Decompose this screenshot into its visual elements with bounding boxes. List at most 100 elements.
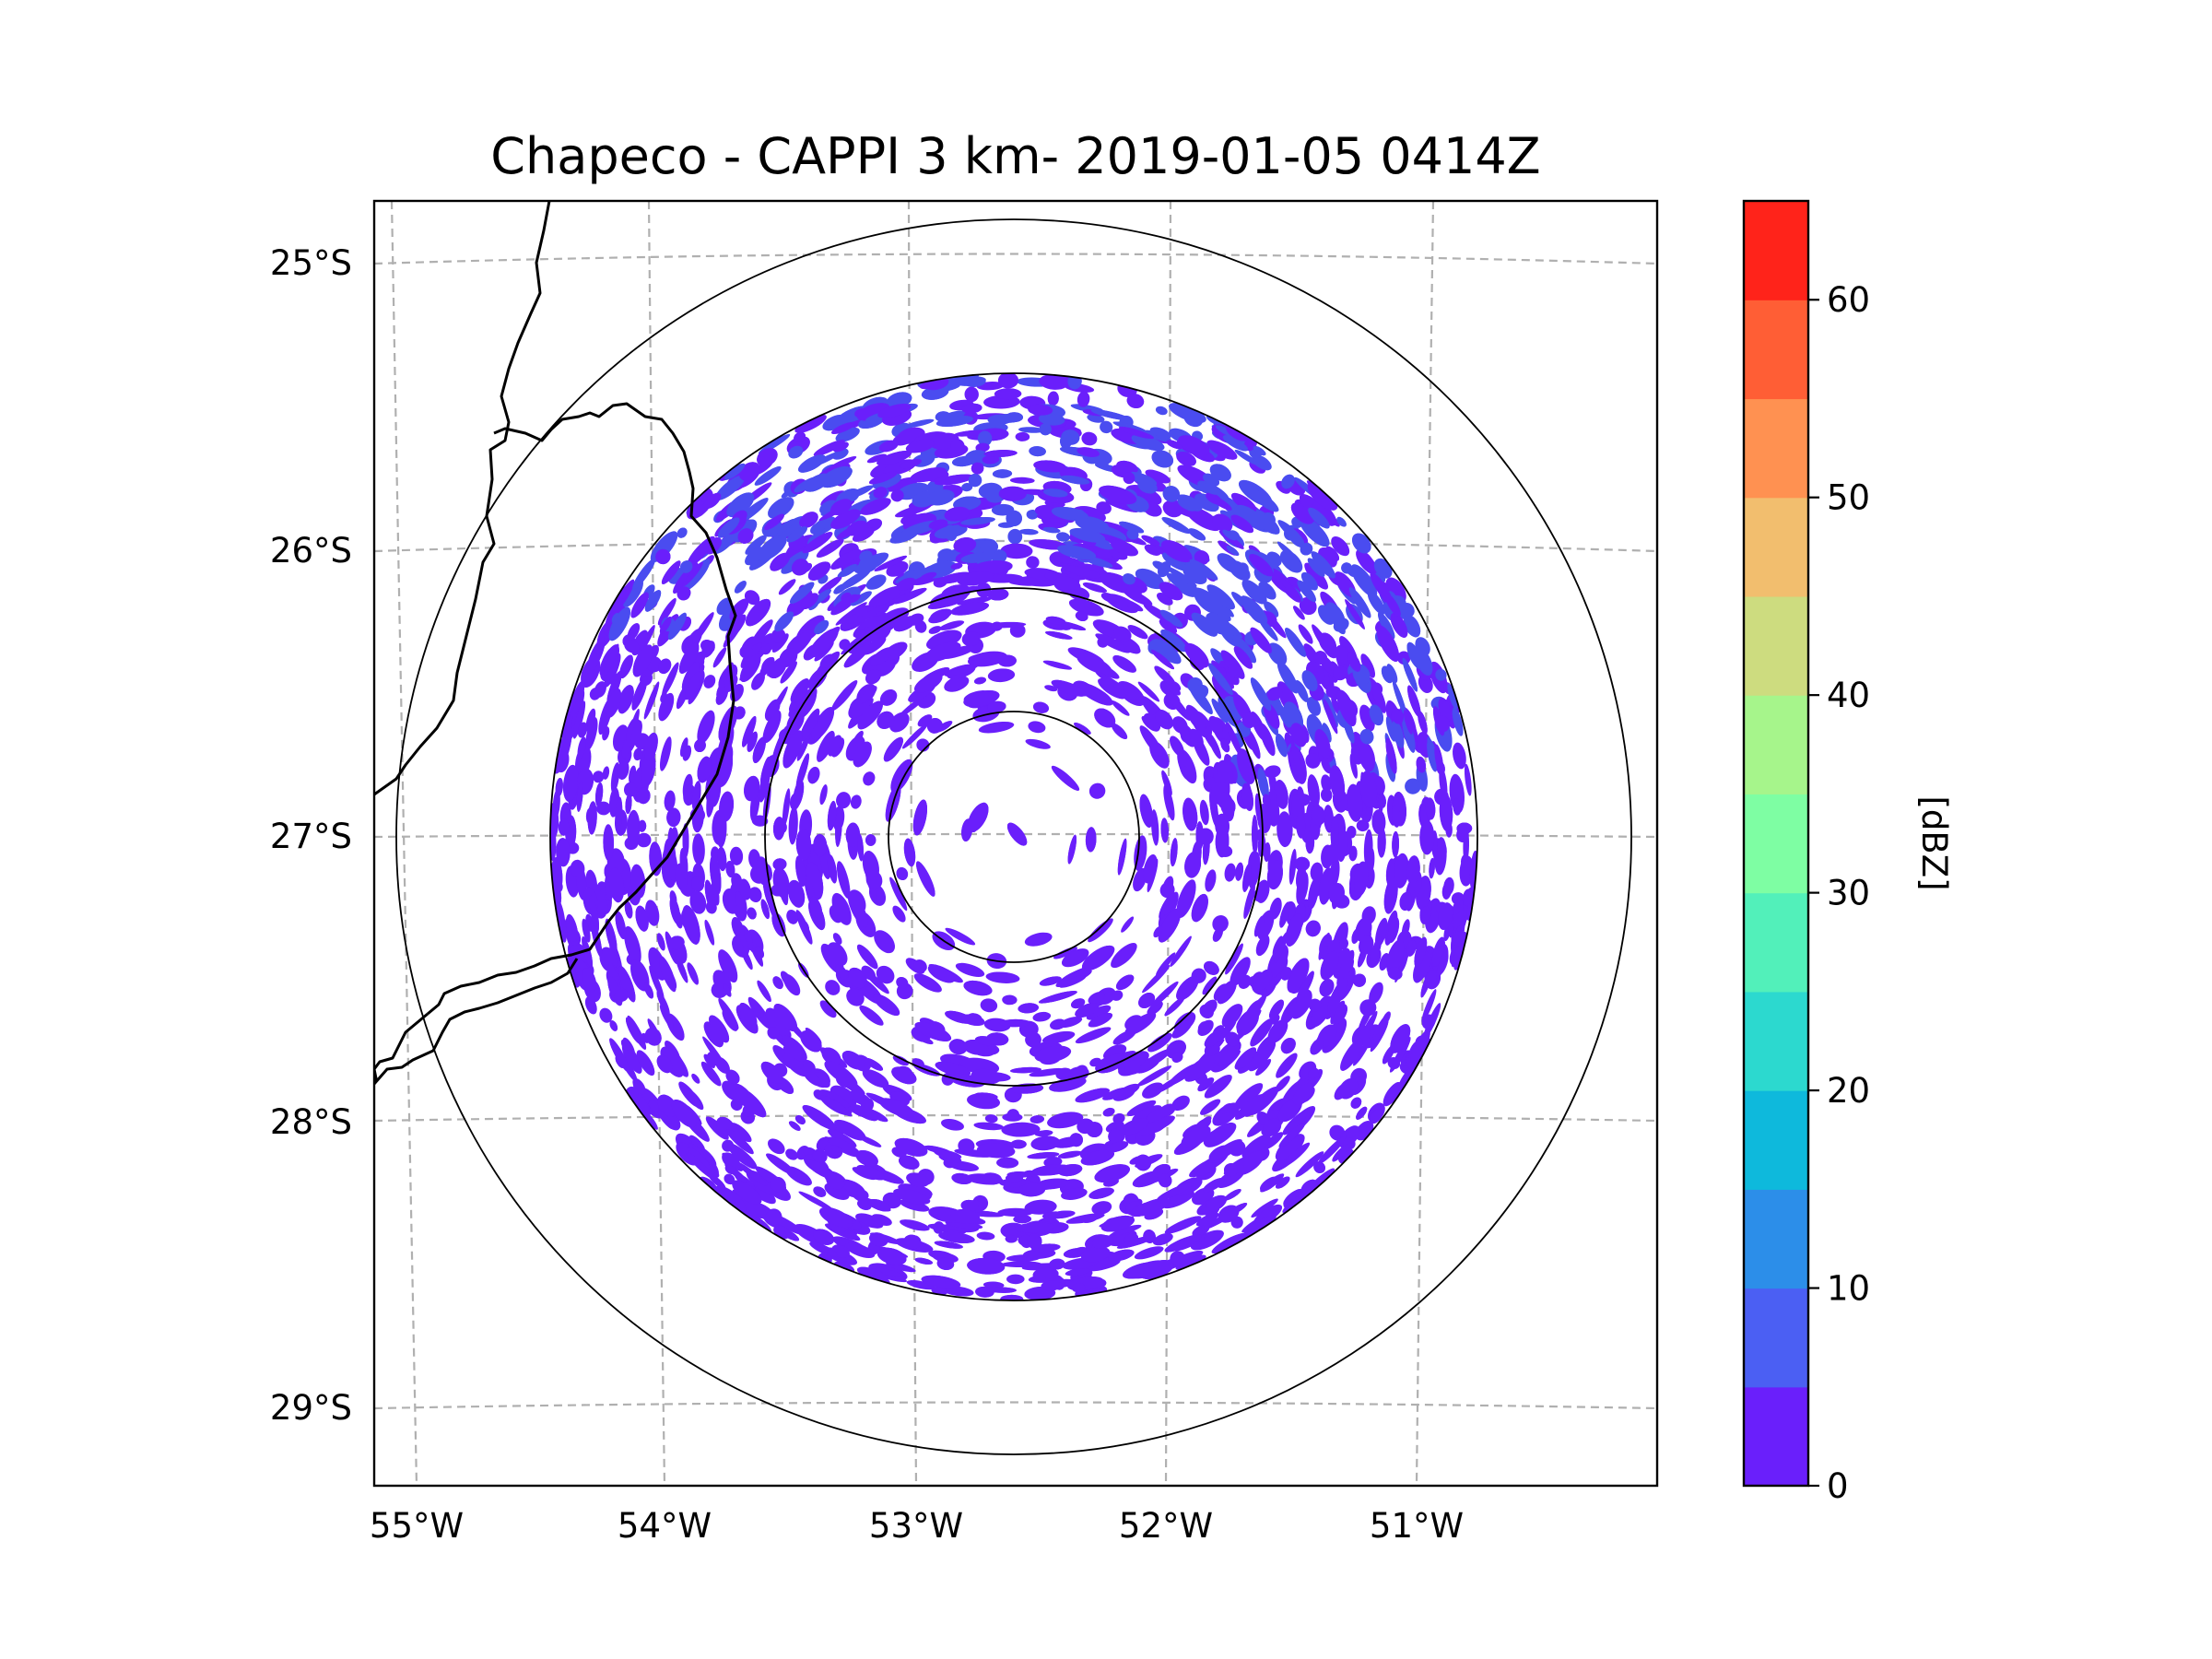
echo-cell — [928, 626, 942, 634]
echo-cell — [830, 1085, 857, 1107]
echo-cell — [771, 633, 789, 653]
echo-cell — [816, 538, 844, 559]
echo-cell — [798, 1191, 834, 1212]
echo-cell — [1276, 1053, 1298, 1078]
colorbar-swatch — [1744, 695, 1808, 794]
echo-cell — [1421, 1014, 1436, 1030]
echo-cell — [1251, 1198, 1278, 1218]
echo-cell — [1277, 811, 1293, 848]
map-axes — [374, 201, 1657, 1486]
echo-cell — [1353, 1037, 1371, 1066]
echo-cell — [811, 707, 835, 740]
echo-cell — [1224, 863, 1236, 882]
echo-cell — [751, 815, 769, 827]
echo-cell — [593, 771, 605, 783]
echo-cell — [1199, 799, 1209, 826]
echo-cell — [862, 1069, 889, 1088]
colorbar-tick-label: 10 — [1827, 1269, 1870, 1309]
echo-cell — [1212, 1102, 1240, 1126]
echo-cell — [817, 730, 835, 762]
echo-cell — [1266, 551, 1282, 567]
echo-cell — [1453, 742, 1466, 770]
echo-cell — [1049, 1077, 1087, 1092]
echo-cell — [617, 759, 629, 780]
echo-cell — [1306, 697, 1322, 716]
colorbar-swatch — [1744, 1386, 1808, 1487]
echo-cell — [657, 597, 677, 626]
echo-cell — [759, 642, 771, 655]
lat-tick-29s: 29°S — [270, 1388, 352, 1428]
echo-cell — [1369, 982, 1383, 1005]
echo-cell — [874, 930, 895, 954]
echo-cell — [982, 1281, 1005, 1288]
echo-cell — [1081, 431, 1098, 446]
echo-cell — [980, 998, 998, 1013]
echo-cell — [1039, 374, 1069, 390]
echo-cell — [1006, 1274, 1025, 1285]
echo-cell — [1018, 427, 1045, 433]
colorbar-ticks: 0 10 20 30 40 50 60 — [1808, 280, 1870, 1506]
echo-cell — [1156, 593, 1173, 606]
echo-cell — [835, 964, 848, 980]
lon-tick-labels: 55°W 54°W 53°W 52°W 51°W — [370, 1506, 1464, 1546]
echo-cell — [1087, 414, 1105, 423]
echo-cell — [1255, 1058, 1272, 1077]
echo-cell — [1288, 848, 1297, 885]
parallel-29s — [374, 1401, 1657, 1410]
echo-cell — [1162, 1190, 1194, 1209]
colorbar: 0 10 20 30 40 50 60 [dBZ] — [1742, 199, 1954, 1506]
echo-cell — [602, 766, 610, 780]
echo-cell — [1421, 989, 1437, 1023]
echo-cell — [572, 700, 586, 739]
echo-cell — [692, 833, 705, 865]
echo-cell — [827, 942, 848, 966]
echo-cell — [1155, 406, 1168, 416]
figure-title: Chapeco - CAPPI 3 km- 2019-01-05 0414Z — [490, 127, 1540, 185]
echo-cell — [1057, 1150, 1083, 1159]
lat-tick-26s: 26°S — [270, 531, 352, 571]
echo-cell — [1047, 391, 1059, 406]
colorbar-swatch — [1744, 1288, 1808, 1388]
echo-cell — [825, 980, 841, 995]
echo-cell — [1349, 753, 1358, 779]
echo-cell — [1032, 1011, 1052, 1022]
lon-tick-54w: 54°W — [618, 1506, 712, 1546]
echo-cell — [892, 905, 906, 923]
echo-cell — [1061, 948, 1089, 968]
lon-tick-53w: 53°W — [869, 1506, 963, 1546]
echo-cell — [624, 925, 641, 965]
echo-cell — [912, 959, 927, 973]
echo-cell — [1331, 536, 1350, 557]
colorbar-swatch — [1744, 398, 1808, 499]
colorbar-swatch — [1744, 595, 1808, 696]
echo-cell — [906, 1279, 935, 1290]
lon-tick-51w: 51°W — [1370, 1506, 1464, 1546]
echo-cell — [1047, 1112, 1084, 1129]
lat-tick-labels: 25°S 26°S 27°S 28°S 29°S — [270, 243, 352, 1428]
echo-cell — [1392, 720, 1405, 748]
echo-cell — [1137, 681, 1160, 702]
echo-cell — [1026, 509, 1039, 520]
echo-cell — [955, 962, 985, 977]
echo-cell — [1111, 943, 1137, 969]
echo-cell — [984, 1114, 998, 1124]
echo-cell — [577, 736, 586, 759]
echo-cell — [1013, 1214, 1032, 1224]
echo-cell — [973, 1122, 1005, 1131]
echo-cell — [978, 721, 1015, 734]
echo-cell — [976, 1231, 995, 1241]
echo-cell — [871, 1214, 892, 1226]
lat-tick-25s: 25°S — [270, 243, 352, 283]
echo-cell — [749, 1182, 776, 1205]
echo-cell — [1295, 679, 1309, 702]
echo-cell — [866, 453, 887, 464]
echo-cell — [751, 672, 765, 690]
echo-cell — [745, 535, 767, 555]
colorbar-swatches — [1744, 201, 1808, 1487]
echo-cell — [1336, 516, 1347, 527]
echo-cell — [889, 877, 908, 912]
echo-cell — [961, 482, 973, 492]
echo-cell — [1275, 1076, 1290, 1092]
echo-cell — [788, 806, 798, 845]
